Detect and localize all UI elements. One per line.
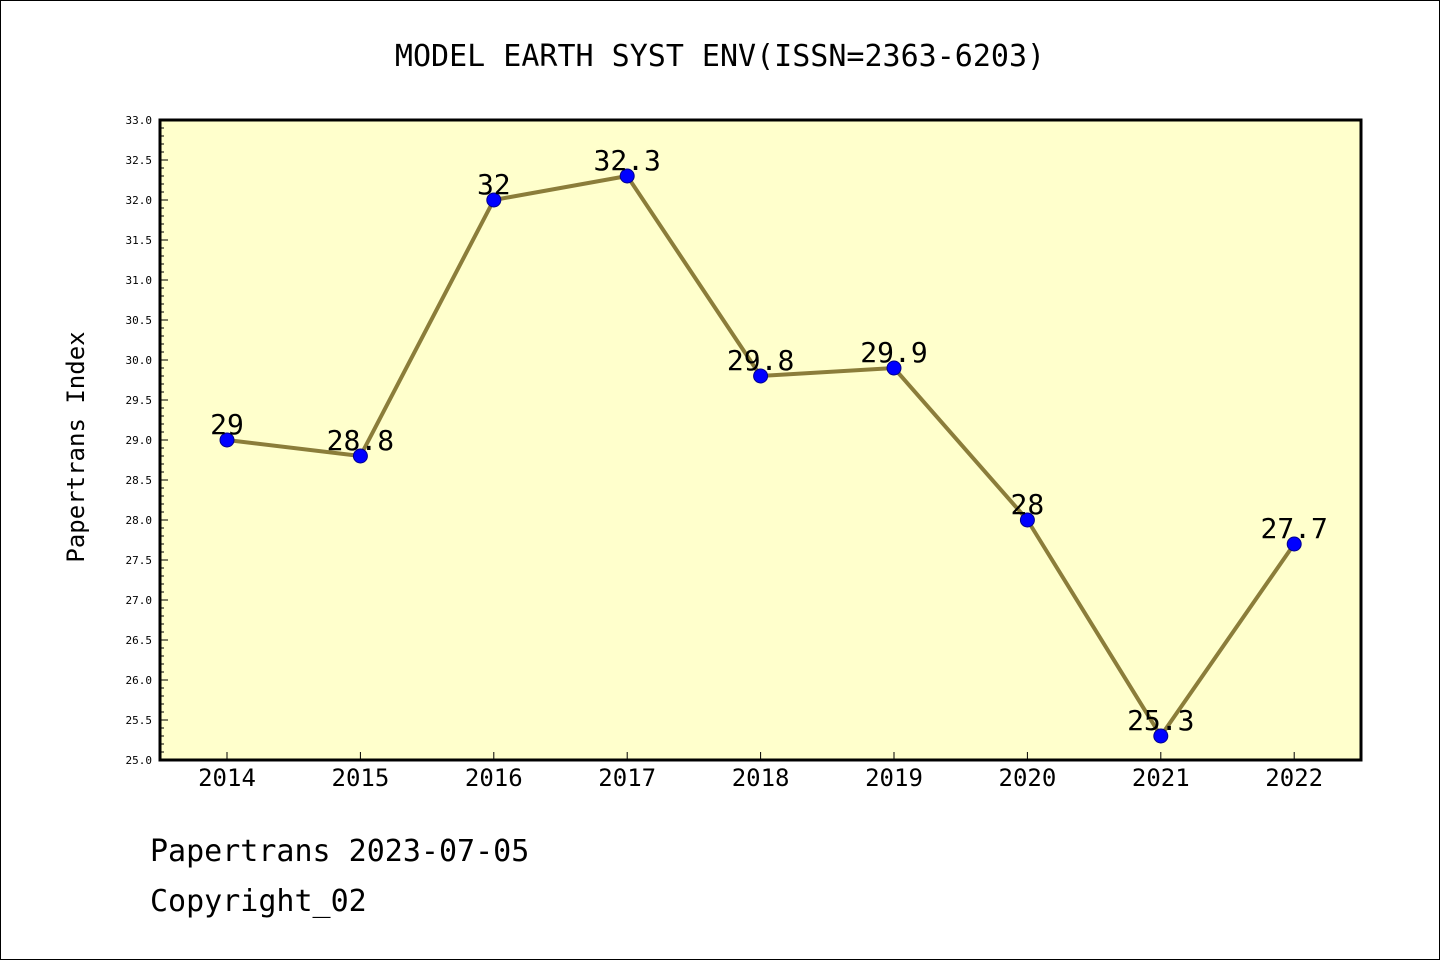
y-tick-label: 26.5	[126, 634, 153, 647]
data-point	[619, 168, 635, 184]
y-tick-label: 28.0	[126, 514, 153, 527]
y-tick-label: 26.0	[126, 674, 153, 687]
x-axis: 2014 2015 2016 2017 2018 2019 2020 2021 2022	[198, 752, 1323, 792]
x-tick-label: 2020	[999, 764, 1057, 792]
footer-copyright-text: Copyright_02	[150, 884, 367, 919]
y-tick-label: 33.0	[126, 114, 153, 127]
plot-area	[158, 118, 1363, 762]
data-point	[1019, 512, 1035, 528]
y-tick-label: 30.5	[126, 314, 153, 327]
data-label: 25.3	[1127, 704, 1194, 737]
y-axis-label: Papertrans Index	[62, 331, 90, 562]
x-tick-label: 2018	[732, 764, 790, 792]
y-tick-label: 27.5	[126, 554, 153, 567]
data-point	[219, 432, 235, 448]
y-tick-label: 29.0	[126, 434, 153, 447]
data-point	[753, 368, 769, 384]
x-tick-label: 2014	[198, 764, 256, 792]
y-tick-label: 29.5	[126, 394, 153, 407]
data-label: 32	[477, 168, 511, 201]
data-label: 27.7	[1260, 512, 1327, 545]
y-tick-label: 25.0	[126, 754, 153, 767]
data-point	[486, 192, 502, 208]
data-label: 29.8	[727, 344, 794, 377]
y-tick-label: 28.5	[126, 474, 153, 487]
x-tick-label: 2019	[865, 764, 923, 792]
x-tick-label: 2022	[1265, 764, 1323, 792]
data-point	[886, 360, 902, 376]
data-label: 28	[1011, 488, 1045, 521]
data-label: 32.3	[593, 144, 660, 177]
y-tick-label: 32.0	[126, 194, 153, 207]
y-tick-label: 27.0	[126, 594, 153, 607]
y-tick-label: 30.0	[126, 354, 153, 367]
data-point	[1153, 728, 1169, 744]
data-point	[1286, 536, 1302, 552]
data-label: 28.8	[327, 424, 394, 457]
y-tick-label: 31.5	[126, 234, 153, 247]
x-tick-label: 2021	[1132, 764, 1190, 792]
x-tick-label: 2017	[598, 764, 656, 792]
data-point	[352, 448, 368, 464]
y-tick-label: 32.5	[126, 154, 153, 167]
series-group: 29 28.8 32 32.3 29.8 29.9 28 25.3 27.7	[210, 144, 1328, 744]
data-label: 29.9	[860, 336, 927, 369]
y-tick-label: 31.0	[126, 274, 153, 287]
data-label: 29	[210, 408, 244, 441]
x-tick-label: 2015	[332, 764, 390, 792]
chart-title: MODEL EARTH SYST ENV(ISSN=2363-6203)	[395, 39, 1045, 74]
y-tick-label: 25.5	[126, 714, 153, 727]
footer-date-text: Papertrans 2023-07-05	[150, 834, 530, 869]
y-axis: 25.0 25.5 26.0 26.5 27.0 27.5 28.0 28.5 29.0 29.5…	[126, 114, 168, 767]
x-tick-label: 2016	[465, 764, 523, 792]
